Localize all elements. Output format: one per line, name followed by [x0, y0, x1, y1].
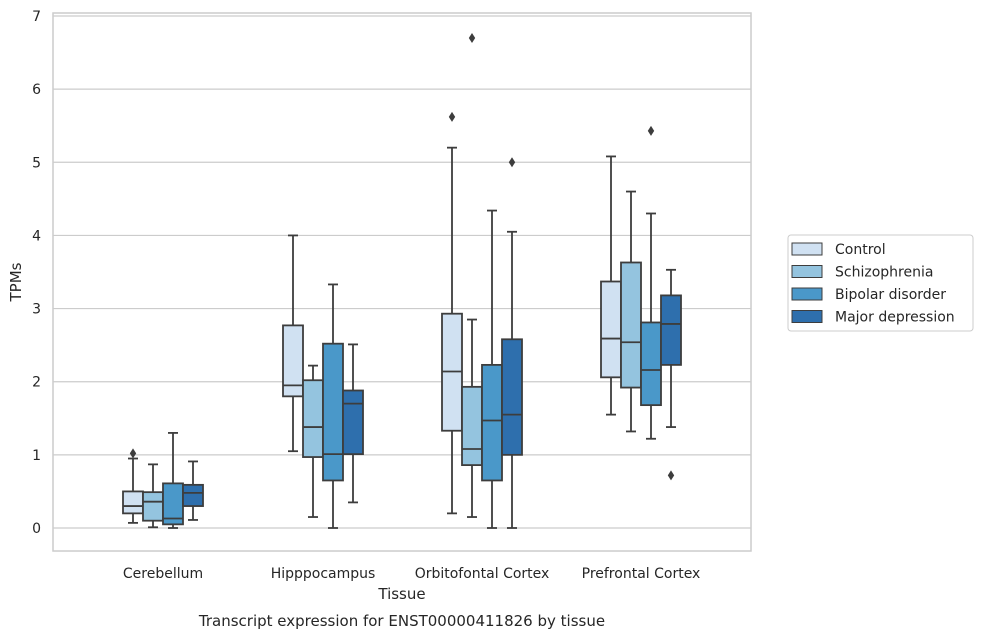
box-iqr	[501, 338, 523, 456]
y-tick-label-3: 3	[32, 302, 41, 318]
box-2-0	[162, 432, 184, 529]
box-3-1	[342, 343, 364, 504]
x-tick-label-2: Orbitofontal Cortex	[415, 566, 550, 582]
box-2-3	[640, 125, 662, 440]
y-tick-label-4: 4	[32, 228, 41, 244]
legend-label-1: Schizophrenia	[835, 265, 933, 281]
y-tick-label-1: 1	[32, 448, 41, 464]
box-1-2	[461, 32, 483, 518]
box-series	[122, 32, 682, 529]
box-iqr	[142, 491, 164, 522]
legend-swatch-1	[791, 265, 823, 278]
y-axis-ticks: 0 1 2 3 4 5 6 7	[32, 9, 41, 537]
outlier-point-0	[129, 448, 137, 459]
legend-label-2: Bipolar disorder	[835, 287, 946, 303]
box-iqr	[342, 389, 364, 456]
box-iqr	[302, 379, 324, 458]
y-tick-label-0: 0	[32, 521, 41, 537]
box-1-3	[620, 190, 642, 433]
y-tick-label-5: 5	[32, 155, 41, 171]
box-iqr	[640, 321, 662, 407]
x-axis-label: Tissue	[377, 585, 425, 603]
box-iqr	[600, 280, 622, 379]
legend-label-0: Control	[835, 242, 886, 258]
outlier-point-0	[448, 111, 456, 122]
outlier-point-0	[508, 157, 516, 168]
box-iqr	[282, 324, 304, 398]
box-iqr	[481, 363, 503, 482]
legend-swatch-2	[791, 287, 823, 301]
y-tick-label-6: 6	[32, 82, 41, 98]
y-tick-label-7: 7	[32, 9, 41, 25]
box-0-0	[122, 448, 144, 524]
box-0-2	[441, 111, 463, 515]
outlier-point-0	[468, 32, 476, 43]
legend-label-3: Major depression	[835, 310, 955, 326]
x-tick-label-1: Hipppocampus	[271, 566, 376, 582]
x-axis-ticks: Cerebellum Hipppocampus Orbitofontal Corte…	[123, 566, 700, 582]
box-iqr	[322, 342, 344, 482]
box-iqr	[620, 261, 642, 389]
box-iqr	[182, 483, 204, 507]
y-axis-label: TPMs	[7, 262, 25, 302]
box-2-1	[322, 283, 344, 529]
y-tick-label-2: 2	[32, 375, 41, 391]
legend-swatch-3	[791, 310, 823, 323]
x-tick-label-0: Cerebellum	[123, 566, 203, 582]
box-2-2	[481, 209, 503, 529]
chart-caption: Transcript expression for ENST0000041182…	[198, 612, 605, 630]
box-0-1	[282, 234, 304, 453]
outlier-point-0	[647, 125, 655, 136]
box-3-2	[501, 157, 523, 529]
plot-area-frame	[52, 12, 752, 552]
gridlines	[53, 15, 751, 529]
box-iqr	[461, 385, 483, 466]
box-3-0	[182, 460, 204, 521]
box-0-3	[600, 155, 622, 416]
box-iqr	[660, 294, 682, 366]
box-1-0	[142, 463, 164, 529]
box-1-1	[302, 364, 324, 518]
box-3-3	[660, 268, 682, 481]
x-tick-label-3: Prefrontal Cortex	[582, 566, 701, 582]
box-iqr	[122, 490, 144, 515]
legend: Control Schizophrenia Bipolar disorder Majo…	[787, 234, 974, 332]
outlier-point-0	[667, 470, 675, 481]
legend-swatch-0	[791, 242, 823, 256]
legend-frame	[787, 234, 974, 332]
